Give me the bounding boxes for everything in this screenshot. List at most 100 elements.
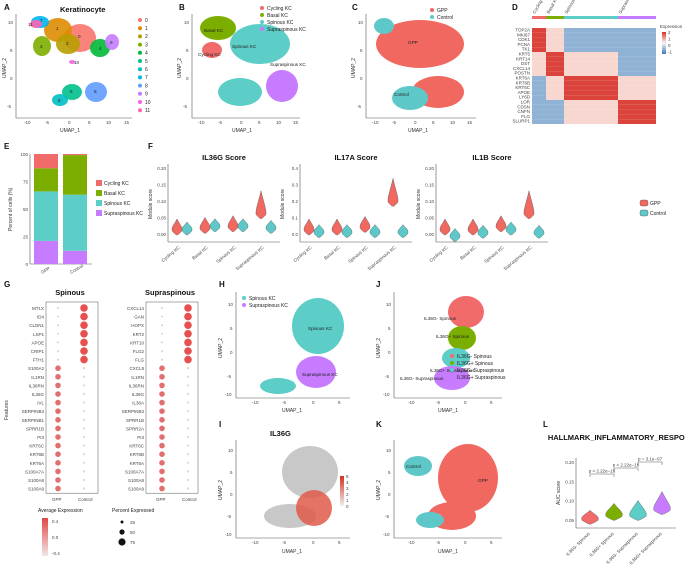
panel-a-cluster-labels: 0 1 2 3 4 5 6 7 8 9 10 11 bbox=[28, 18, 113, 103]
bar-segment bbox=[63, 155, 87, 195]
y-tick: 0 bbox=[388, 492, 391, 497]
violin bbox=[313, 224, 325, 238]
y-tick: 10 bbox=[386, 302, 392, 307]
y-tick: 25 bbox=[23, 235, 29, 240]
y-tick: 0.05 bbox=[157, 216, 166, 221]
y-tick: 0.20 bbox=[425, 166, 434, 171]
dot-gpp bbox=[55, 425, 61, 432]
y-tick: 5 bbox=[230, 326, 233, 331]
panel-b-xlabel: UMAP_1 bbox=[232, 128, 252, 134]
heatmap-group-label: Suprasinous KC bbox=[618, 0, 639, 15]
dotplot-gene-label: GAN bbox=[134, 315, 144, 320]
y-tick: 0.15 bbox=[425, 183, 434, 188]
y-tick: 0 bbox=[230, 350, 233, 355]
legend-swatch bbox=[260, 13, 264, 17]
heatmap-cell bbox=[618, 71, 656, 76]
panel-b-umap-celltypes: Basal KC Cycling KC Spinous KC Supraspin… bbox=[177, 6, 306, 134]
y-tick: -10 bbox=[383, 392, 390, 397]
scale-tick: 3 bbox=[346, 486, 349, 491]
dotplot-gene-label: S100A7A bbox=[25, 469, 44, 474]
cluster-label: 5 bbox=[70, 89, 73, 94]
panel-f-violins: IL36G Score 0.20 0.15 0.10 0.05 0.00 Module sc… bbox=[148, 153, 666, 271]
heatmap-group-bar bbox=[532, 16, 546, 19]
legend-swatch bbox=[138, 75, 142, 80]
pvalue-label: p < 2.22e−16 bbox=[613, 463, 640, 468]
x-tick: 5 bbox=[432, 120, 435, 125]
heatmap-gene-label: TK1 bbox=[522, 47, 531, 52]
pct-expressed-tick: 75 bbox=[130, 540, 136, 545]
x-tick: -10 bbox=[408, 540, 415, 545]
dot-control bbox=[184, 321, 192, 330]
supraspinous-kc-cluster bbox=[296, 356, 336, 388]
heatmap-cell bbox=[618, 95, 656, 100]
dot-gpp bbox=[159, 391, 165, 397]
basal-kc-cluster bbox=[200, 16, 236, 40]
violin-title: IL36G Score bbox=[202, 153, 246, 162]
panel-b-yticks: 10 5 0 -5 bbox=[183, 20, 190, 109]
y-tick: 5 bbox=[10, 48, 13, 53]
violin bbox=[255, 190, 267, 219]
y-tick: -5 bbox=[227, 514, 231, 519]
dotplot-gene-label: CXCL8 bbox=[129, 366, 144, 371]
dot-control bbox=[184, 330, 192, 338]
legend-swatch bbox=[242, 303, 246, 307]
dot-control bbox=[82, 444, 86, 447]
panel-k-yticks: 10 5 0 -5 -10 bbox=[383, 448, 392, 537]
panel-letter-a: A bbox=[4, 3, 10, 12]
x-tick: -10 bbox=[408, 400, 415, 405]
pvalue-bracket bbox=[589, 473, 615, 477]
panel-h-umap-subset: Spinous KC Supraspinous KC Spinous KCSup… bbox=[218, 292, 350, 414]
dot-control bbox=[186, 401, 190, 404]
cluster-9 bbox=[105, 34, 119, 50]
dot-gpp bbox=[159, 434, 165, 440]
heatmap-gene-label: APOE bbox=[517, 90, 530, 95]
heatmap-cell bbox=[564, 66, 618, 72]
y-tick: 10 bbox=[184, 20, 190, 25]
x-tick: 0 bbox=[240, 120, 243, 125]
x-tick: 10 bbox=[106, 120, 112, 125]
panel-a-ylabel: UMAP_2 bbox=[2, 58, 8, 78]
heatmap-color-scale bbox=[662, 32, 666, 54]
avg-expression-tick: 0.0 bbox=[52, 535, 59, 540]
dot-gpp bbox=[159, 477, 165, 483]
dotplot-gene-label: IL36G bbox=[132, 392, 145, 397]
legend-label: 3 bbox=[145, 42, 148, 48]
heatmap-cell bbox=[618, 42, 656, 48]
dot-control bbox=[82, 418, 86, 421]
dot-control bbox=[82, 375, 86, 378]
dotplot-gene-label: KRT6B bbox=[30, 452, 44, 457]
legend-label: 1 bbox=[145, 26, 148, 32]
scale-tick: 2 bbox=[346, 492, 349, 497]
heatmap-cell bbox=[618, 109, 656, 115]
y-tick: 5 bbox=[388, 470, 391, 475]
legend-swatch bbox=[96, 190, 102, 196]
violin bbox=[581, 509, 599, 525]
y-tick: 10 bbox=[386, 448, 392, 453]
panel-e-ylabel: Percent of cells (%) bbox=[8, 187, 14, 231]
heatmap-cell bbox=[546, 109, 564, 115]
dot-control bbox=[186, 453, 190, 456]
panel-k-ylabel: UMAP_2 bbox=[376, 480, 382, 500]
heatmap-gene-label: KRT14 bbox=[516, 56, 530, 61]
dot-gpp bbox=[55, 408, 61, 415]
y-tick: 0 bbox=[230, 492, 233, 497]
dot-control bbox=[186, 384, 190, 387]
bar-segment bbox=[63, 194, 87, 251]
legend-swatch bbox=[138, 100, 142, 104]
heatmap-legend-tick: 1 bbox=[668, 37, 671, 42]
y-tick: -10 bbox=[225, 392, 232, 397]
heatmap-cell bbox=[618, 100, 656, 105]
x-tick: -10 bbox=[24, 120, 31, 125]
avg-expression-scale bbox=[42, 518, 48, 556]
heatmap-cell bbox=[564, 95, 618, 100]
dotplot-gene-label: IL36G bbox=[32, 392, 45, 397]
legend-swatch bbox=[138, 18, 142, 22]
dot-gpp bbox=[55, 399, 61, 406]
y-tick: 10 bbox=[358, 20, 364, 25]
heatmap-cell bbox=[564, 100, 618, 105]
x-tick: Basal KC bbox=[323, 244, 341, 260]
heatmap-cell bbox=[546, 85, 564, 91]
dotplot-ylabel: Features bbox=[4, 400, 10, 420]
dotplot-gene-label: KRT6C bbox=[129, 444, 144, 449]
dotplot-gene-label: FLG bbox=[135, 358, 144, 363]
